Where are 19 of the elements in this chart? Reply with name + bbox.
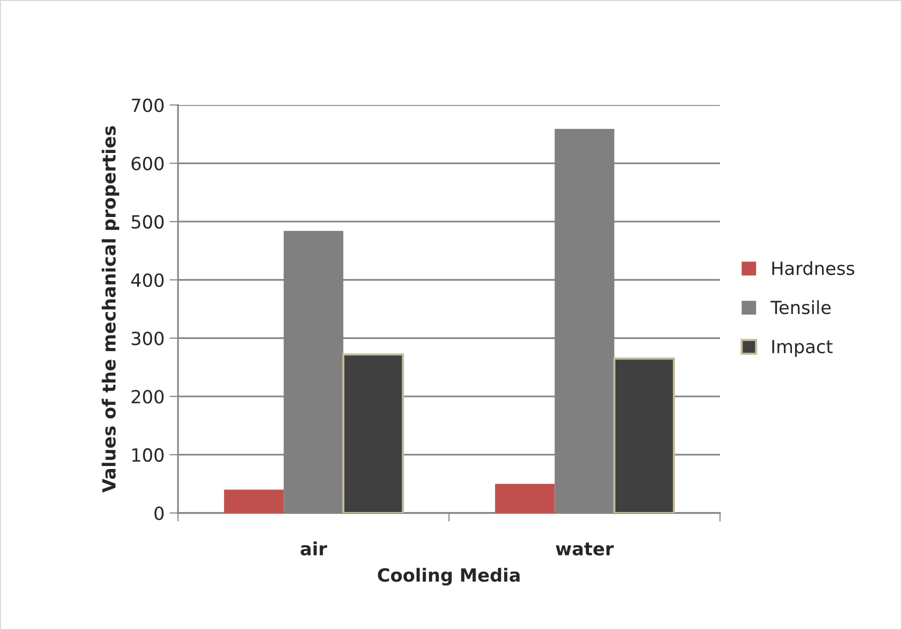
bar xyxy=(613,358,675,513)
x-axis-title: Cooling Media xyxy=(378,568,520,586)
y-tick-label: 300 xyxy=(132,332,164,346)
y-tick-label: 400 xyxy=(131,273,164,287)
bar xyxy=(342,353,404,513)
y-tick-label: 700 xyxy=(132,98,164,112)
legend-label: Hardness xyxy=(772,261,854,276)
bar xyxy=(495,484,555,513)
x-tick-label: water xyxy=(556,542,614,556)
legend-label: Tensile xyxy=(770,300,831,314)
x-tick-label: air xyxy=(300,542,328,556)
y-tick-label: 600 xyxy=(132,156,164,170)
legend-label: Impact xyxy=(772,340,833,357)
y-axis-title: Values of the mechanical properties xyxy=(102,126,120,493)
y-tick-label: 500 xyxy=(132,215,164,229)
bar xyxy=(224,490,284,513)
y-tick-label: 0 xyxy=(154,506,164,520)
y-tick-label: 200 xyxy=(132,390,164,404)
y-tick-label: 100 xyxy=(132,448,164,462)
